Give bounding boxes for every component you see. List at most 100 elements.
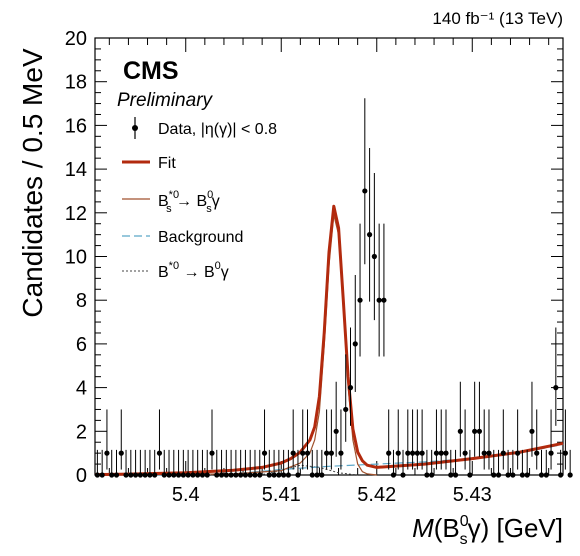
data-point — [558, 472, 564, 478]
data-point — [161, 472, 167, 478]
data-point — [338, 450, 344, 456]
fit-curve — [94, 204, 564, 477]
data-point — [543, 472, 549, 478]
y-axis-title: Candidates / 0.5 MeV — [17, 48, 48, 318]
data-point — [195, 472, 201, 478]
data-point — [515, 450, 521, 456]
data-point — [386, 450, 392, 456]
data-point — [147, 472, 153, 478]
data-point — [233, 472, 239, 478]
data-point — [132, 472, 139, 478]
y-tick-label: 12 — [65, 203, 87, 225]
data-point — [448, 472, 454, 478]
data-point — [247, 472, 253, 478]
y-tick-label: 8 — [76, 290, 87, 312]
data-point — [109, 472, 115, 478]
data-point — [99, 472, 105, 478]
data-point — [324, 450, 330, 456]
data-point — [290, 450, 296, 456]
legend-entry-reflection: B*0 → B0γ — [122, 260, 229, 281]
data-point — [118, 450, 124, 456]
data-point — [343, 406, 349, 413]
data-point — [352, 341, 358, 347]
x-tick-label: 5.43 — [453, 484, 492, 506]
data-point — [276, 472, 282, 478]
data-point — [495, 472, 502, 478]
tick-labels: 0 2 4 6 8 10 12 14 16 18 20 5.4 5.41 5.42 5.43 — [65, 28, 492, 506]
legend: Data, |η(γ)| < 0.8 Fit B*0 s → B0 sγ Backg… — [122, 117, 277, 281]
data-point — [347, 385, 354, 391]
data-point — [491, 472, 497, 478]
legend-entry-signal: B*0 s → B0 sγ — [122, 189, 220, 215]
data-point — [390, 472, 397, 478]
data-point — [199, 472, 206, 478]
data-point — [175, 472, 182, 478]
data-point — [223, 472, 229, 478]
data-point — [371, 253, 377, 260]
data-point — [443, 450, 449, 456]
data-point — [314, 472, 320, 478]
data-point — [142, 472, 148, 478]
legend-entry-data: Data, |η(γ)| < 0.8 — [132, 117, 277, 139]
data-point — [400, 472, 406, 478]
lumi-label: 140 fb⁻¹ (13 TeV) — [432, 9, 563, 28]
data-point — [285, 472, 292, 478]
data-point — [362, 188, 368, 194]
data-point — [405, 450, 411, 456]
data-point — [409, 450, 416, 456]
legend-entry-fit: Fit — [122, 155, 176, 172]
y-tick-label: 0 — [76, 465, 87, 487]
data-point — [300, 450, 306, 456]
data-point — [457, 428, 463, 434]
data-point — [281, 472, 287, 478]
data-point — [381, 297, 387, 303]
data-point — [295, 472, 301, 478]
data-point — [309, 472, 315, 478]
data-point — [505, 472, 511, 478]
data-point — [467, 472, 473, 478]
y-tick-label: 16 — [65, 115, 87, 137]
data-point — [414, 450, 420, 456]
data-point — [562, 450, 568, 456]
data-point — [185, 472, 191, 478]
data-point — [529, 428, 535, 434]
experiment-label: CMS — [123, 57, 179, 85]
data-point — [548, 450, 554, 456]
data-point — [271, 472, 277, 478]
data-point — [424, 472, 430, 478]
data-point — [357, 297, 363, 303]
data-point — [553, 385, 559, 391]
data-point — [538, 472, 545, 478]
data-point — [152, 472, 158, 478]
background-curve — [95, 443, 564, 476]
legend-label-data: Data, |η(γ)| < 0.8 — [158, 121, 277, 138]
data-point — [462, 450, 468, 456]
signal-curve — [94, 214, 377, 476]
data-point — [113, 472, 120, 478]
data-point — [333, 428, 339, 434]
data-point — [123, 472, 129, 478]
y-tick-label: 20 — [65, 28, 87, 50]
data-point — [376, 297, 382, 303]
legend-entry-background: Background — [122, 229, 243, 246]
data-point — [266, 472, 272, 478]
data-point — [429, 472, 435, 478]
data-point — [500, 450, 506, 456]
data-point — [319, 472, 325, 478]
data-point — [476, 428, 483, 434]
data-point — [252, 472, 258, 478]
data-point — [94, 472, 100, 478]
data-point — [137, 472, 143, 478]
data-point — [304, 450, 311, 456]
data-point — [328, 450, 334, 456]
data-point — [209, 450, 215, 456]
y-tick-label: 2 — [76, 421, 87, 443]
data-point — [166, 472, 172, 478]
x-tick-label: 5.42 — [357, 484, 396, 506]
data-point — [433, 450, 440, 456]
data-point — [171, 472, 177, 478]
data-point — [261, 450, 268, 456]
legend-label-background: Background — [158, 229, 243, 246]
data-point — [395, 450, 401, 456]
